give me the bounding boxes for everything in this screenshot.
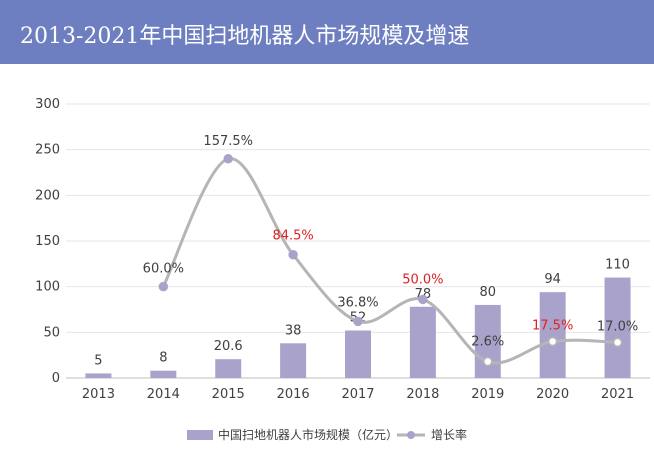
growth-rate-label: 17.0%	[597, 319, 638, 334]
growth-marker	[483, 356, 493, 367]
growth-marker	[158, 281, 169, 292]
x-tick-label: 2017	[341, 387, 374, 402]
growth-rate-label: 17.5%	[532, 318, 573, 333]
y-tick-label: 150	[35, 234, 60, 249]
bar	[150, 370, 177, 378]
bar-value-label: 110	[605, 258, 630, 273]
x-tick-label: 2020	[536, 387, 569, 402]
growth-marker	[612, 337, 623, 348]
growth-rate-label: 50.0%	[402, 272, 443, 287]
bar	[539, 292, 566, 378]
bar	[215, 359, 242, 378]
x-tick-label: 2015	[212, 387, 245, 402]
growth-rate-label: 157.5%	[203, 134, 253, 149]
growth-marker	[223, 154, 233, 164]
bar	[345, 330, 371, 378]
chart: 0 50 100 150 200 250 300 5 2013 8 2014 20.6 2015 38 20…	[35, 97, 650, 442]
chart-title: 2013-2021年中国扫地机器人市场规模及增速	[20, 24, 470, 49]
y-tick-label: 100	[35, 280, 60, 295]
growth-rate-label: 60.0%	[143, 262, 184, 277]
legend-line-label: 增长率	[431, 427, 467, 442]
x-tick-label: 2013	[82, 387, 115, 402]
growth-rate-label: 36.8%	[337, 295, 378, 310]
legend-bar-label: 中国扫地机器人市场规模（亿元）	[218, 427, 398, 442]
x-tick-label: 2018	[406, 387, 439, 402]
y-tick-label: 250	[35, 143, 60, 158]
legend-bar-swatch	[187, 430, 213, 440]
growth-rate-label: 84.5%	[272, 229, 313, 244]
x-tick-label: 2019	[471, 387, 504, 402]
bar	[409, 306, 436, 378]
x-tick-label: 2014	[147, 387, 180, 402]
growth-marker	[418, 294, 428, 305]
x-tick-label: 2021	[601, 387, 634, 402]
y-tick-label: 300	[35, 97, 60, 112]
y-tick-label: 50	[43, 325, 60, 340]
y-tick-label: 0	[52, 371, 60, 386]
growth-marker	[353, 316, 363, 327]
bar-value-label: 5	[94, 353, 102, 368]
legend-line-marker	[407, 431, 415, 439]
growth-rate-label: 2.6%	[471, 335, 504, 350]
growth-marker	[288, 249, 298, 260]
bar-value-label: 38	[285, 323, 302, 338]
bar-value-label: 8	[159, 351, 167, 366]
x-tick-label: 2016	[277, 387, 310, 402]
bar	[85, 373, 112, 378]
title-bar: 2013-2021年中国扫地机器人市场规模及增速	[0, 0, 654, 64]
y-tick-label: 200	[35, 188, 60, 203]
bar-value-label: 94	[544, 272, 561, 287]
bar-value-label: 20.6	[214, 339, 243, 354]
growth-marker	[547, 336, 558, 347]
bar	[280, 343, 307, 378]
bar	[604, 277, 631, 378]
bar-value-label: 80	[480, 285, 497, 300]
